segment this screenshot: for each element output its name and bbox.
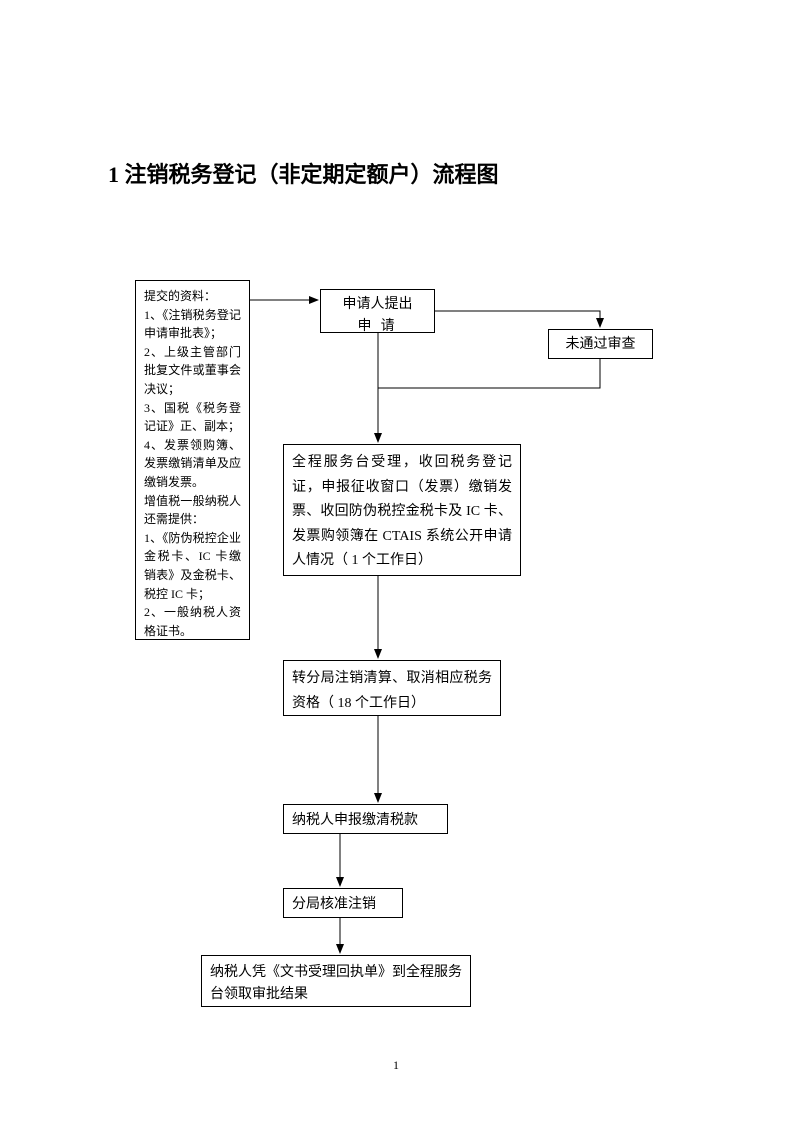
node-declare: 纳税人申报缴清税款 — [283, 804, 448, 834]
page-title: 1 注销税务登记（非定期定额户）流程图 — [108, 157, 499, 189]
node-transfer: 转分局注销清算、取消相应税务资格（ 18 个工作日） — [283, 660, 501, 716]
node-apply: 申请人提出 申 请 — [320, 289, 435, 333]
node-fail: 未通过审查 — [548, 329, 653, 359]
apply-line2: 申 请 — [329, 316, 426, 338]
node-approve: 分局核准注销 — [283, 888, 403, 918]
node-materials: 提交的资料： 1、《注销税务登记申请审批表》； 2、上级主管部门批复文件或董事会… — [135, 280, 250, 640]
apply-line1: 申请人提出 — [329, 294, 426, 316]
node-accept: 全程服务台受理，收回税务登记证，申报征收窗口（发票）缴销发票、收回防伪税控金税卡… — [283, 444, 521, 576]
node-result: 纳税人凭《文书受理回执单》到全程服务台领取审批结果 — [201, 955, 471, 1007]
page-number: 1 — [393, 1058, 399, 1073]
